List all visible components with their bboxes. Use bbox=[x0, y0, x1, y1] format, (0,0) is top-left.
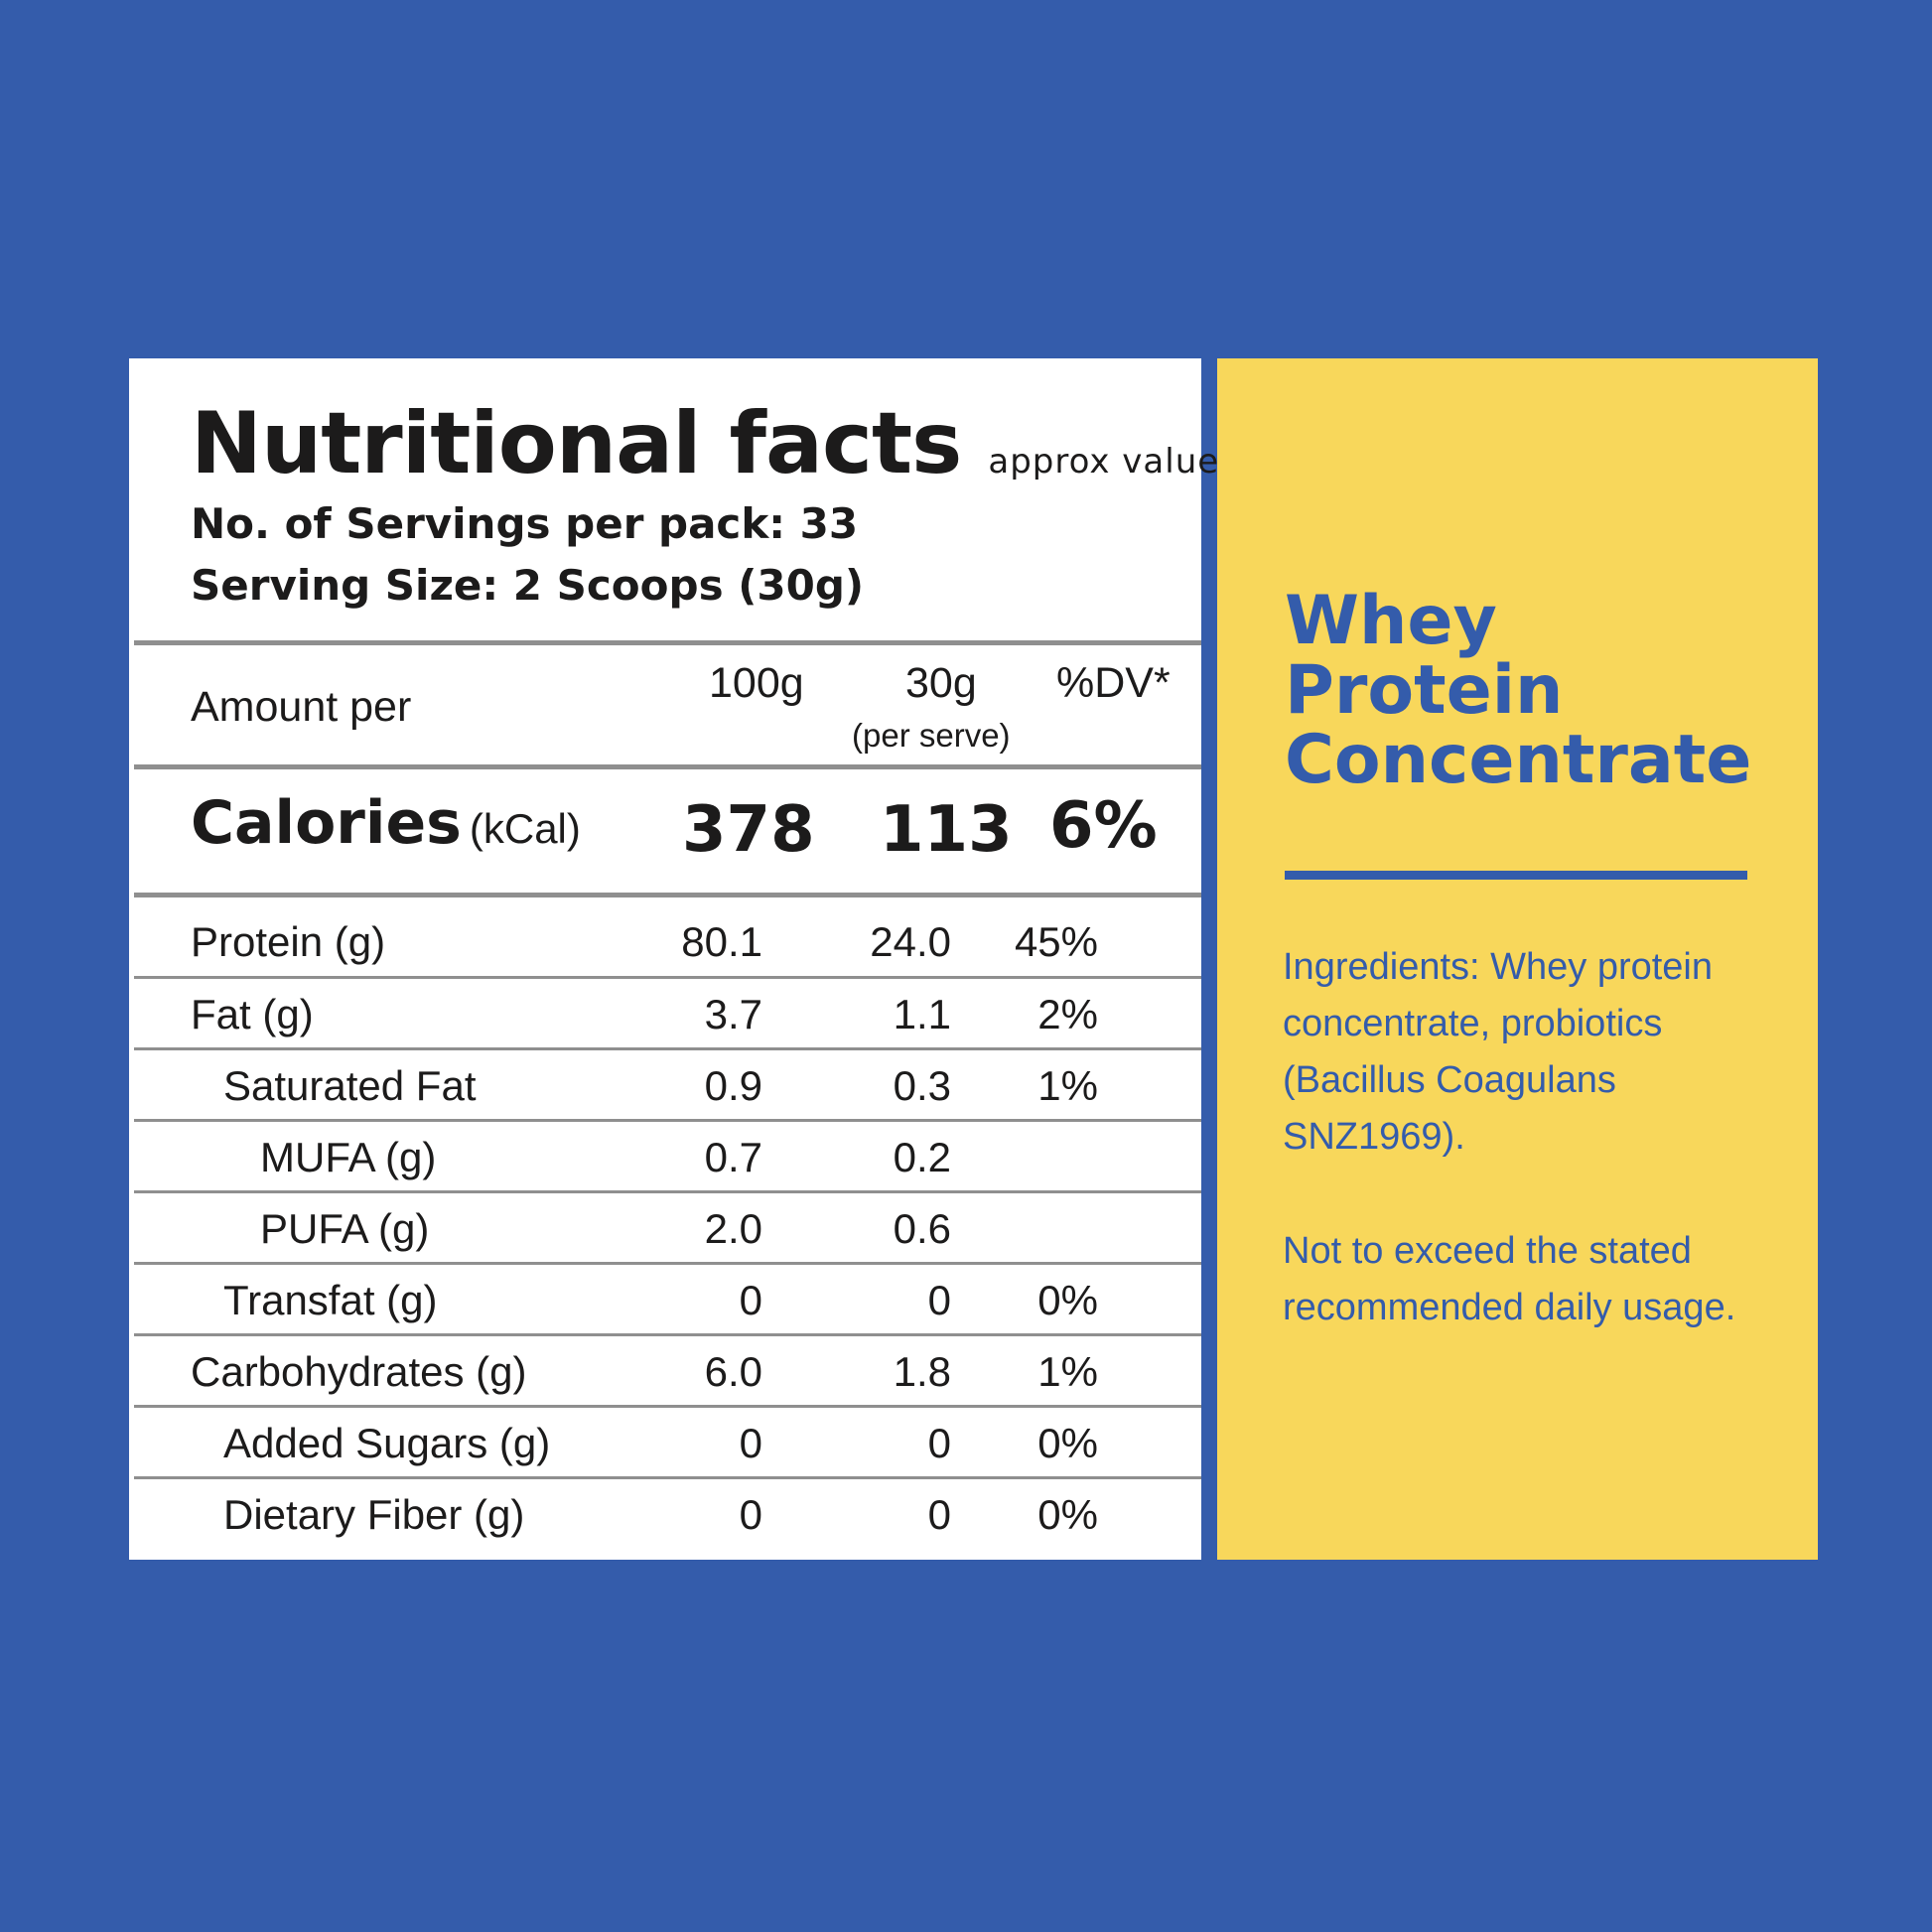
divider-rule bbox=[134, 893, 1201, 897]
row-divider bbox=[134, 1119, 1201, 1122]
nutrient-per-100g: 2.0 bbox=[704, 1205, 762, 1252]
col-100g-header: 100g bbox=[709, 659, 804, 707]
nutrient-per-30g: 0.2 bbox=[893, 1134, 951, 1180]
nutrient-name: MUFA (g) bbox=[260, 1134, 437, 1180]
serving-size: Serving Size: 2 Scoops (30g) bbox=[191, 561, 865, 610]
nutrient-dv: 45% bbox=[1014, 918, 1098, 965]
product-title: Whey Protein Concentrate bbox=[1285, 587, 1751, 795]
nutrient-name: Fat (g) bbox=[191, 991, 314, 1037]
nutrient-name: Protein (g) bbox=[191, 918, 386, 965]
nutrient-dv: 1% bbox=[1037, 1062, 1098, 1109]
nutrient-name: Transfat (g) bbox=[223, 1277, 438, 1323]
nutrient-per-100g: 0 bbox=[739, 1420, 762, 1466]
nutrient-per-100g: 0.9 bbox=[704, 1062, 762, 1109]
nutrient-dv: 1% bbox=[1037, 1348, 1098, 1395]
calories-label: Calories bbox=[191, 788, 462, 858]
col-30g-note: (per serve) bbox=[852, 717, 1011, 754]
calories-per-30g: 113 bbox=[880, 793, 1013, 867]
product-info-panel: Whey Protein Concentrate Ingredients: Wh… bbox=[1217, 358, 1818, 1560]
nutrient-per-100g: 0 bbox=[739, 1277, 762, 1323]
nutrient-per-30g: 0 bbox=[927, 1277, 951, 1323]
divider-rule bbox=[134, 640, 1201, 645]
nutrition-facts-panel: Nutritional facts approx values No. of S… bbox=[129, 358, 1237, 1560]
calories-per-100g: 378 bbox=[682, 793, 815, 867]
col-30g-header: 30g bbox=[905, 659, 977, 707]
nutrient-dv: 0% bbox=[1037, 1420, 1098, 1466]
nutrient-per-100g: 6.0 bbox=[704, 1348, 762, 1395]
product-title-line: Whey bbox=[1285, 582, 1497, 660]
row-divider bbox=[134, 1476, 1201, 1479]
title-row: Nutritional facts approx values bbox=[191, 394, 1238, 493]
row-divider bbox=[134, 976, 1201, 979]
nutrient-name: Dietary Fiber (g) bbox=[223, 1491, 525, 1538]
nutrient-name: Carbohydrates (g) bbox=[191, 1348, 527, 1395]
row-divider bbox=[134, 1405, 1201, 1408]
nutrient-dv: 2% bbox=[1037, 991, 1098, 1037]
nutrient-name: Added Sugars (g) bbox=[223, 1420, 551, 1466]
nutrient-per-30g: 0 bbox=[927, 1491, 951, 1538]
nutrition-title: Nutritional facts bbox=[191, 394, 962, 493]
servings-per-pack: No. of Servings per pack: 33 bbox=[191, 499, 859, 548]
calories-dv: 6% bbox=[1049, 789, 1158, 863]
row-divider bbox=[134, 1190, 1201, 1193]
usage-warning: Not to exceed the stated recommended dai… bbox=[1283, 1230, 1736, 1328]
nutrient-name: PUFA (g) bbox=[260, 1205, 430, 1252]
nutrient-per-30g: 0 bbox=[927, 1420, 951, 1466]
row-divider bbox=[134, 1047, 1201, 1050]
ingredients-text: Ingredients: Whey protein concentrate, p… bbox=[1283, 946, 1714, 1158]
nutrient-dv: 0% bbox=[1037, 1491, 1098, 1538]
nutrient-per-30g: 1.8 bbox=[893, 1348, 951, 1395]
title-divider bbox=[1285, 871, 1747, 880]
calories-row-label: Calories (kCal) bbox=[191, 793, 581, 853]
nutrient-per-100g: 80.1 bbox=[681, 918, 762, 965]
product-title-line: Concentrate bbox=[1285, 721, 1752, 799]
nutrient-per-30g: 24.0 bbox=[870, 918, 951, 965]
calories-unit: (kCal) bbox=[469, 805, 581, 852]
nutrient-name: Saturated Fat bbox=[223, 1062, 477, 1109]
product-title-line: Protein bbox=[1285, 651, 1564, 730]
nutrient-per-30g: 0.6 bbox=[893, 1205, 951, 1252]
nutrient-per-100g: 0.7 bbox=[704, 1134, 762, 1180]
row-divider bbox=[134, 1333, 1201, 1336]
nutrient-per-100g: 3.7 bbox=[704, 991, 762, 1037]
amount-per-header: Amount per bbox=[191, 683, 412, 731]
nutrient-per-100g: 0 bbox=[739, 1491, 762, 1538]
nutrient-per-30g: 1.1 bbox=[893, 991, 951, 1037]
nutrient-dv: 0% bbox=[1037, 1277, 1098, 1323]
approx-values-note: approx values bbox=[988, 442, 1238, 482]
col-dv-header: %DV* bbox=[1056, 659, 1171, 707]
divider-rule bbox=[134, 764, 1201, 769]
nutrient-per-30g: 0.3 bbox=[893, 1062, 951, 1109]
row-divider bbox=[134, 1262, 1201, 1265]
